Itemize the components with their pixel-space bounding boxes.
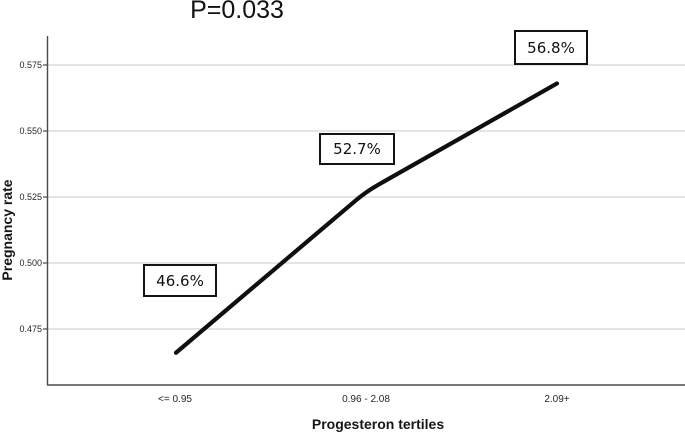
data-label-box-52-7: 52.7% bbox=[319, 133, 395, 165]
y-tick-label: 0.575 bbox=[19, 59, 42, 70]
x-tick-label-tertile-2: 0.96 - 2.08 bbox=[342, 394, 390, 405]
y-tick-label: 0.550 bbox=[19, 125, 42, 136]
gridlines bbox=[47, 64, 685, 330]
y-tick-label: 0.475 bbox=[19, 323, 42, 334]
y-tick-label: 0.525 bbox=[19, 191, 42, 202]
y-axis-tick-marks bbox=[43, 64, 47, 330]
trend-line bbox=[173, 81, 560, 355]
data-label-box-46-6: 46.6% bbox=[143, 264, 217, 297]
x-axis-title: Progesteron tertiles bbox=[311, 416, 445, 432]
data-label-box-56-8: 56.8% bbox=[514, 30, 588, 65]
x-tick-label-tertile-1: <= 0.95 bbox=[158, 394, 192, 405]
x-tick-label-tertile-3: 2.09+ bbox=[544, 394, 570, 405]
y-tick-label: 0.500 bbox=[19, 257, 42, 268]
chart-title-p-value: P=0.033 bbox=[190, 0, 284, 24]
